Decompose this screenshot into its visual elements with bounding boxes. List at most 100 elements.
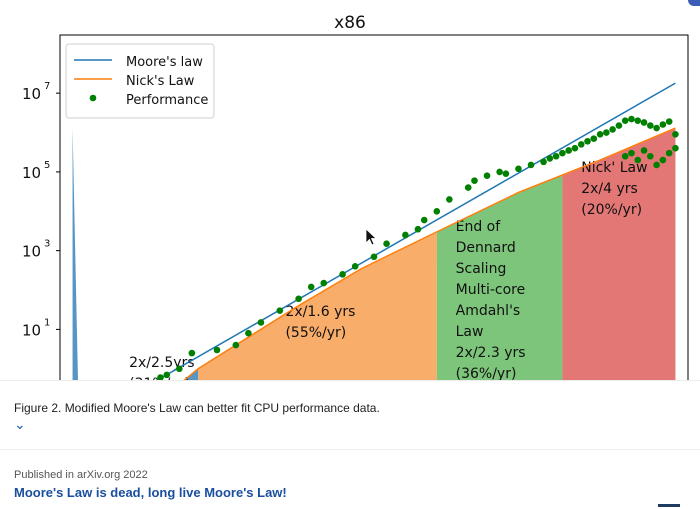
region-3 — [562, 128, 676, 380]
region-label-2: Amdahl's — [456, 303, 521, 319]
performance-point — [496, 168, 503, 176]
figure-image: 2x/2.5yrs(31%/yr)2x/1.6 yrs(55%/yr)End o… — [22, 13, 689, 380]
performance-point — [628, 149, 635, 157]
y-tick-label: 10 — [22, 321, 41, 339]
performance-point — [245, 329, 252, 337]
region-0 — [72, 128, 199, 380]
performance-point — [213, 346, 221, 354]
paper-title-link[interactable]: Moore's Law is dead, long live Moore's L… — [14, 485, 287, 500]
corner-badge-icon — [688, 0, 700, 6]
performance-point — [621, 117, 629, 124]
region-label-1: (55%/yr) — [285, 325, 346, 341]
region-label-2: (36%/yr) — [456, 366, 517, 380]
performance-point — [628, 115, 635, 123]
region-label-2: 2x/2.3 yrs — [456, 345, 526, 361]
region-2 — [436, 175, 563, 380]
performance-point — [584, 137, 591, 145]
region-label-2: Law — [456, 324, 484, 340]
performance-point — [232, 341, 240, 349]
y-tick-exponent: 5 — [44, 160, 50, 171]
chevron-down-icon[interactable]: ⌄ — [14, 417, 26, 433]
region-label-2: Scaling — [456, 261, 507, 277]
performance-point — [590, 135, 598, 142]
performance-point — [515, 165, 522, 173]
y-tick-label: 10 — [22, 243, 41, 261]
performance-point — [176, 365, 183, 373]
legend-box — [65, 43, 215, 119]
region-label-3: 2x/4 yrs — [581, 181, 638, 197]
y-tick-exponent: 7 — [44, 81, 50, 92]
legend-nicks-label: Nick's Law — [126, 74, 195, 89]
performance-point — [157, 374, 164, 380]
performance-point — [351, 263, 359, 270]
mouse-cursor-icon — [365, 228, 378, 246]
performance-point — [634, 156, 642, 164]
performance-point — [603, 129, 610, 136]
region-label-3: Nick' Law — [581, 160, 647, 176]
performance-point — [383, 240, 390, 248]
region-label-2: Dennard — [456, 240, 516, 256]
performance-point — [640, 119, 648, 126]
performance-point — [414, 225, 422, 233]
legend-performance-swatch — [89, 94, 97, 102]
performance-point — [672, 131, 679, 138]
publication-source: Published in arXiv.org 2022 — [14, 469, 148, 481]
performance-point — [295, 295, 302, 303]
performance-point — [621, 152, 629, 160]
performance-point — [653, 124, 660, 132]
performance-point — [596, 131, 604, 138]
region-label-0: 2x/2.5yrs — [129, 355, 195, 371]
y-tick-exponent: 3 — [44, 239, 50, 250]
performance-point — [665, 149, 673, 157]
performance-point — [163, 371, 171, 379]
nicks-law-line — [183, 127, 676, 380]
performance-point — [634, 117, 642, 124]
region-1 — [198, 231, 437, 380]
performance-point — [402, 231, 409, 239]
performance-point — [471, 177, 478, 184]
performance-point — [659, 121, 667, 128]
region-label-2: Multi-core — [456, 282, 526, 298]
performance-point — [370, 253, 378, 261]
divider — [0, 449, 700, 450]
performance-point — [464, 184, 472, 191]
performance-point — [527, 161, 535, 169]
performance-point — [540, 158, 547, 166]
performance-point — [559, 149, 566, 157]
performance-point — [609, 126, 616, 133]
performance-point — [615, 122, 623, 129]
performance-point — [659, 156, 667, 164]
performance-point — [502, 170, 510, 178]
performance-point — [653, 161, 660, 169]
performance-point — [640, 147, 648, 154]
performance-point — [577, 141, 585, 148]
performance-point — [433, 207, 441, 215]
region-label-3: (20%/yr) — [581, 202, 642, 218]
y-tick-label: 10 — [22, 164, 41, 182]
performance-point — [647, 152, 654, 160]
y-tick-exponent: 1 — [44, 317, 50, 328]
performance-point — [665, 118, 673, 125]
chart: 2x/2.5yrs(31%/yr)2x/1.6 yrs(55%/yr)End o… — [22, 13, 689, 380]
performance-point — [552, 152, 560, 160]
performance-point — [307, 283, 315, 291]
chart-title: x86 — [334, 13, 366, 33]
plot-frame — [59, 34, 689, 380]
performance-point — [320, 279, 328, 287]
legend-performance-label: Performance — [126, 93, 208, 108]
y-tick-label: 10 — [22, 85, 41, 103]
figure-caption-panel: Figure 2. Modified Moore's Law can bette… — [0, 380, 700, 509]
menu-icon[interactable] — [658, 504, 680, 507]
performance-point — [571, 144, 579, 152]
performance-point — [420, 216, 428, 224]
performance-point — [188, 349, 196, 357]
performance-point — [276, 307, 284, 314]
performance-point — [446, 196, 453, 203]
performance-point — [647, 122, 654, 129]
region-label-1: 2x/1.6 yrs — [285, 304, 355, 320]
performance-point — [565, 147, 572, 154]
performance-point — [339, 271, 346, 278]
region-label-2: End of — [456, 219, 502, 235]
performance-point — [483, 172, 491, 180]
performance-point — [546, 155, 554, 162]
